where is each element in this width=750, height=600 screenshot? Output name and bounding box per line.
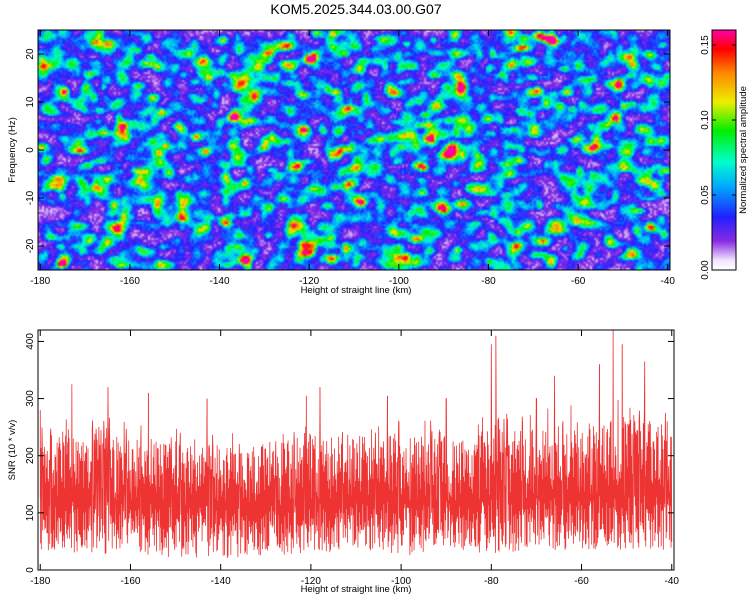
spectrogram-x-tick-label: -120 [299,276,319,287]
colorbar-tick-label: 0.15 [700,35,711,55]
colorbar-ticks: 0.00 0.05 0.10 0.15 [700,35,736,280]
colorbar-label: Normalized spectral amplitude [738,86,749,214]
snr-y-tick-label: 100 [25,504,36,521]
snr-x-tick-label: -100 [391,576,411,587]
snr-y-label: SNR (10 * v/v) [7,420,18,481]
spectrogram-x-tick-label: -180 [30,276,50,287]
chart-title: KOM5.2025.344.03.00.G07 [270,1,441,17]
snr-x-axis: -180 -160 -140 -120 -100 -80 -60 -40 [30,330,679,587]
spectrogram-y-axis: 20 10 0 -10 -20 [25,48,670,253]
spectrogram-y-tick-label: 0 [25,147,36,153]
snr-y-tick-label: 200 [25,447,36,464]
snr-panel: -180 -160 -140 -120 -100 -80 -60 -40 0 100 200 300… [7,329,679,595]
snr-series-line [39,330,673,559]
snr-x-tick-label: -40 [665,576,680,587]
colorbar-gradient [711,29,737,271]
colorbar-tick-label: 0.10 [700,110,711,130]
snr-y-axis: 0 100 200 300 400 [25,333,674,573]
colorbar-tick-label: 0.00 [700,260,711,280]
colorbar: 0.00 0.05 0.10 0.15 Normalized spectral amp… [700,29,749,280]
spectrogram-y-tick-label: 20 [25,48,36,60]
snr-y-tick-label: 300 [25,390,36,407]
spectrogram-x-tick-label: -140 [210,276,230,287]
spectrogram-x-axis: -180 -160 -140 -120 -100 -80 -60 -40 [30,30,675,287]
snr-x-label: Height of straight line (km) [301,584,412,595]
snr-y-tick-label: 0 [25,567,36,573]
spectrogram-x-tick-label: -160 [120,276,140,287]
spectrogram-x-tick-label: -100 [389,276,409,287]
spectrogram-x-tick-label: -80 [481,276,496,287]
spectrogram-x-tick-label: -60 [571,276,586,287]
snr-x-tick-label: -80 [484,576,499,587]
spectrogram-panel: -180 -160 -140 -120 -100 -80 -60 -40 20 10 0 -10 -2… [7,29,675,296]
snr-frame [37,329,675,571]
snr-x-tick-label: -60 [574,576,589,587]
spectrogram-y-tick-label: -10 [25,190,36,205]
spectrogram-x-tick-label: -40 [661,276,676,287]
snr-x-tick-label: -140 [211,576,231,587]
spectrogram-heatmap [38,30,670,270]
spectrogram-y-label: Frequency (Hz) [7,117,18,182]
snr-x-tick-label: -180 [30,576,50,587]
spectrogram-x-label: Height of straight line (km) [301,285,412,296]
snr-x-tick-label: -160 [120,576,140,587]
colorbar-tick-label: 0.05 [700,185,711,205]
spectrogram-y-tick-label: -20 [25,238,36,253]
spectrogram-y-tick-label: 10 [25,96,36,108]
snr-y-tick-label: 400 [25,333,36,350]
snr-x-tick-label: -120 [301,576,321,587]
